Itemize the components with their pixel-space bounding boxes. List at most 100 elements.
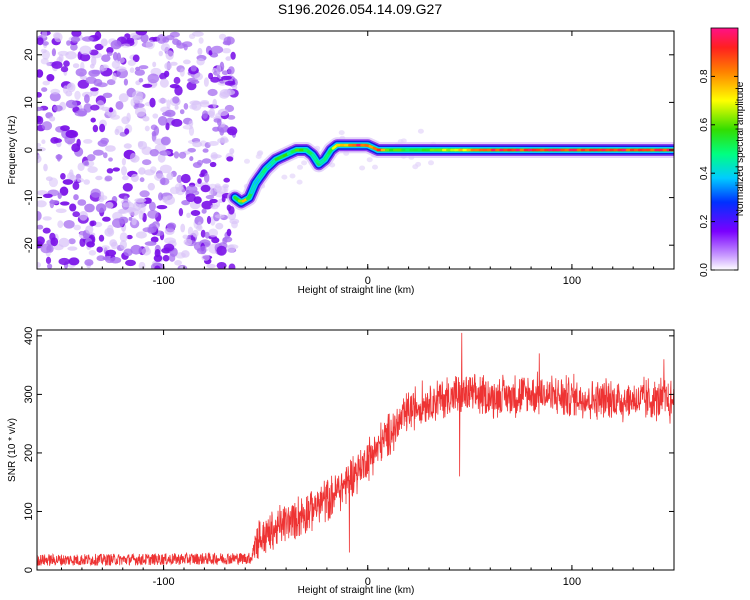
noise-blob [169,61,178,66]
noise-blob [201,208,207,214]
noise-blob [226,156,234,162]
noise-blob [99,123,106,133]
noise-blob [159,164,172,174]
noise-blob [138,65,149,70]
noise-blob [99,65,108,72]
noise-blob [84,203,95,213]
noise-blob [134,103,145,108]
noise-blob [78,211,88,221]
noise-blob [150,166,157,174]
colorbar-tick-label: 0.6 [699,117,710,131]
noise-blob [213,185,222,193]
noise-blob [174,105,179,110]
noise-blob [123,143,132,149]
snr-background [37,330,674,570]
noise-blob [121,158,126,166]
noise-blob [57,220,64,228]
noise-blob [137,141,144,147]
noise-blob [86,154,96,162]
noise-blob [51,48,57,57]
noise-blob [211,237,220,244]
noise-blob [160,136,171,146]
noise-blob [179,68,185,77]
noise-blob [231,220,238,229]
y-tick-label: 100 [23,502,35,520]
colorbar-tick-label: 0.0 [699,263,710,277]
noise-blob [159,177,170,186]
noise-blob [186,212,191,218]
noise-blob [162,254,170,262]
noise-blob [165,35,175,41]
noise-blob [107,224,114,235]
noise-blob [225,56,232,61]
noise-blob [162,111,172,117]
noise-blob [108,107,114,113]
noise-blob [165,122,170,131]
noise-blob [118,216,129,224]
noise-blob [119,232,128,243]
noise-blob [83,139,93,144]
noise-blob [204,172,210,183]
noise-blob [57,50,69,56]
noise-blob [62,179,74,185]
noise-blob [98,234,105,242]
noise-blob [89,63,95,69]
noise-blob [158,50,163,57]
noise-blob [72,181,80,190]
noise-blob [50,237,59,247]
noise-blob [135,106,146,117]
noise-blob [200,184,211,193]
noise-blob [104,175,113,182]
halo-blob [281,174,288,180]
noise-blob [105,201,114,209]
noise-blob [169,84,180,89]
noise-blob [62,85,69,94]
noise-blob [223,89,236,96]
noise-blob [180,223,186,233]
noise-blob [102,216,111,222]
colorbar-label: Normalized spectral amplitude [735,81,746,216]
noise-blob [115,125,124,133]
halo-blob [297,164,303,170]
noise-blob [210,154,222,159]
track-core-segment [250,182,257,195]
noise-blob [37,236,45,245]
noise-blob [160,43,170,52]
noise-blob [118,93,129,103]
noise-blob [209,161,217,168]
y-tick-label: 200 [23,444,35,462]
noise-blob [222,40,232,46]
noise-blob [88,250,97,256]
figure-title: S196.2026.054.14.09.G27 [278,1,442,17]
halo-blob [296,179,303,185]
noise-blob [101,245,110,251]
noise-blob [129,152,137,162]
noise-blob [71,31,82,38]
y-tick-label: -20 [23,237,35,253]
noise-blob [51,61,63,69]
noise-blob [149,97,156,108]
noise-blob [91,56,97,66]
x-tick-label: 0 [365,275,371,287]
noise-blob [173,76,181,85]
noise-blob [41,87,48,92]
noise-blob [89,49,99,56]
noise-blob [72,63,80,69]
noise-blob [134,69,145,76]
noise-blob [127,59,136,66]
noise-blob [85,225,94,234]
spectrogram-x-label: Height of straight line (km) [298,285,415,296]
noise-blob [83,103,93,113]
noise-blob [43,163,48,172]
noise-blob [75,68,87,77]
noise-blob [45,256,52,264]
noise-blob [139,177,145,183]
noise-blob [188,120,194,127]
noise-blob [46,74,55,82]
noise-blob [200,245,207,255]
noise-blob [55,208,67,214]
noise-blob [106,52,113,56]
noise-blob [135,31,148,36]
noise-blob [90,104,100,111]
halo-blob [359,165,366,171]
